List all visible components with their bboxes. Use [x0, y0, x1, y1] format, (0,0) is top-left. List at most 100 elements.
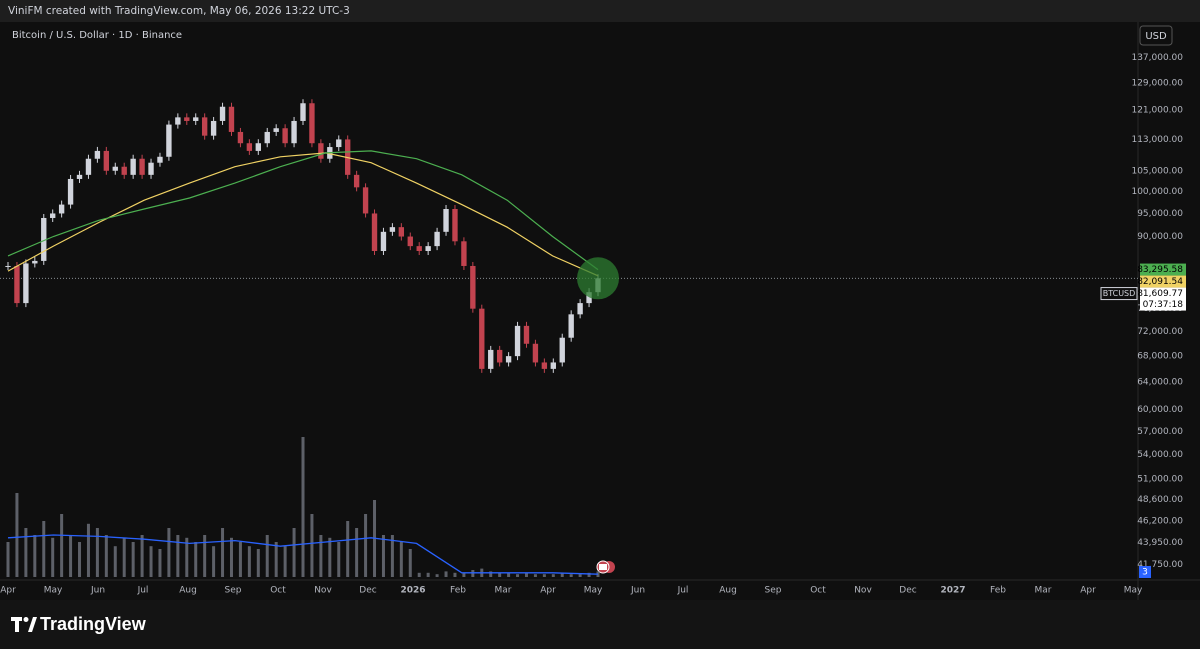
candle — [273, 128, 279, 132]
volume-bar — [364, 514, 368, 577]
x-tick-label: Mar — [1035, 586, 1052, 596]
moving-average-line — [7, 150, 599, 271]
candle — [41, 217, 47, 261]
y-tick-label: 121,000.00 — [1131, 106, 1183, 116]
candle — [210, 120, 217, 136]
volume-bar — [203, 535, 207, 577]
volume-bar — [310, 514, 314, 577]
currency-button[interactable] — [1139, 25, 1173, 46]
volume-bar — [408, 549, 412, 577]
symbol-box — [1100, 287, 1138, 301]
candle — [264, 131, 270, 144]
last-price-label: 81,609.77 — [1137, 289, 1183, 299]
candle — [380, 231, 387, 252]
candle — [443, 208, 449, 232]
price-label: 82,091.54 — [1137, 277, 1183, 287]
y-tick-label: 60,000.00 — [1137, 405, 1183, 415]
y-tick-label: 72,000.00 — [1137, 327, 1183, 337]
volume-bar — [560, 572, 564, 577]
x-tick-label: Feb — [450, 586, 466, 596]
candle — [139, 158, 145, 175]
event-icons — [596, 560, 615, 574]
candle — [282, 128, 288, 144]
candle — [309, 103, 315, 144]
x-tick-label: 2027 — [940, 586, 965, 596]
volume-bar — [6, 542, 10, 577]
x-tick-label: Sep — [225, 586, 242, 596]
x-tick-label: Dec — [359, 586, 376, 596]
x-tick-label: Apr — [1080, 586, 1096, 596]
candle — [318, 143, 324, 159]
volume-bar — [578, 574, 582, 577]
volume-bar — [238, 542, 242, 577]
candle — [5, 265, 11, 267]
footer-bar — [0, 600, 1200, 649]
candle — [85, 158, 92, 175]
x-tick-label: Aug — [719, 586, 737, 596]
candle — [371, 213, 378, 252]
candle — [523, 325, 530, 344]
candle — [568, 314, 574, 338]
volume-bar — [381, 535, 385, 577]
y-tick-label: 68,000.00 — [1137, 352, 1183, 362]
volume-bar — [131, 542, 135, 577]
volume-bar — [328, 537, 332, 577]
volume-bar — [15, 493, 19, 577]
brand-name: TradingView — [40, 614, 147, 634]
candle — [157, 156, 163, 163]
x-tick-label: Jul — [677, 586, 689, 596]
candle — [300, 103, 306, 121]
candle — [67, 178, 74, 205]
volume-bar — [221, 528, 225, 577]
candle — [237, 131, 244, 144]
candle — [255, 143, 261, 151]
volume-bar — [292, 528, 296, 577]
x-tick-label: Jun — [90, 586, 105, 596]
candle — [175, 117, 181, 125]
candle — [550, 362, 556, 369]
y-tick-label: 64,000.00 — [1137, 378, 1183, 388]
x-tick-label: Aug — [179, 586, 197, 596]
volume-bar — [516, 574, 520, 577]
header-text: ViniFM created with TradingView.com, May… — [8, 5, 350, 17]
logo-part — [23, 617, 29, 622]
y-tick-label: 129,000.00 — [1131, 78, 1183, 88]
volume-bar — [33, 535, 37, 577]
candle — [389, 227, 396, 232]
candle — [496, 349, 503, 363]
candle — [112, 166, 118, 171]
candle — [434, 231, 440, 247]
candle — [228, 106, 235, 132]
candle — [541, 362, 548, 369]
candle — [336, 139, 342, 148]
candle — [58, 204, 65, 214]
x-tick-label: Oct — [270, 586, 286, 596]
chart-area — [0, 22, 1200, 600]
volume-bar — [399, 542, 403, 577]
candle — [130, 158, 136, 175]
volume-bar — [158, 549, 162, 577]
volume-bar — [301, 437, 305, 577]
volume-bar — [60, 514, 64, 577]
volume-bar — [489, 571, 493, 577]
volume-bar — [167, 528, 171, 577]
volume-bar — [185, 537, 189, 577]
y-tick-label: 51,000.00 — [1137, 474, 1183, 484]
y-tick-label: 137,000.00 — [1131, 53, 1183, 63]
candle — [362, 187, 369, 214]
y-tick-label: 41,750.00 — [1137, 560, 1183, 570]
currency-label[interactable]: USD — [1145, 31, 1167, 42]
x-tick-label: Jun — [630, 586, 645, 596]
y-tick-label: 100,000.00 — [1131, 187, 1183, 197]
brand-logo — [11, 617, 37, 632]
volume-bar — [337, 542, 341, 577]
candle — [532, 343, 539, 363]
x-tick-label: 2026 — [400, 586, 425, 596]
candle — [94, 150, 101, 159]
volume-bar — [462, 572, 466, 577]
volume-bar — [542, 574, 546, 577]
last-price-box — [1140, 287, 1186, 311]
candle — [559, 337, 565, 363]
x-tick-label: May — [44, 586, 63, 596]
candle — [577, 303, 583, 315]
